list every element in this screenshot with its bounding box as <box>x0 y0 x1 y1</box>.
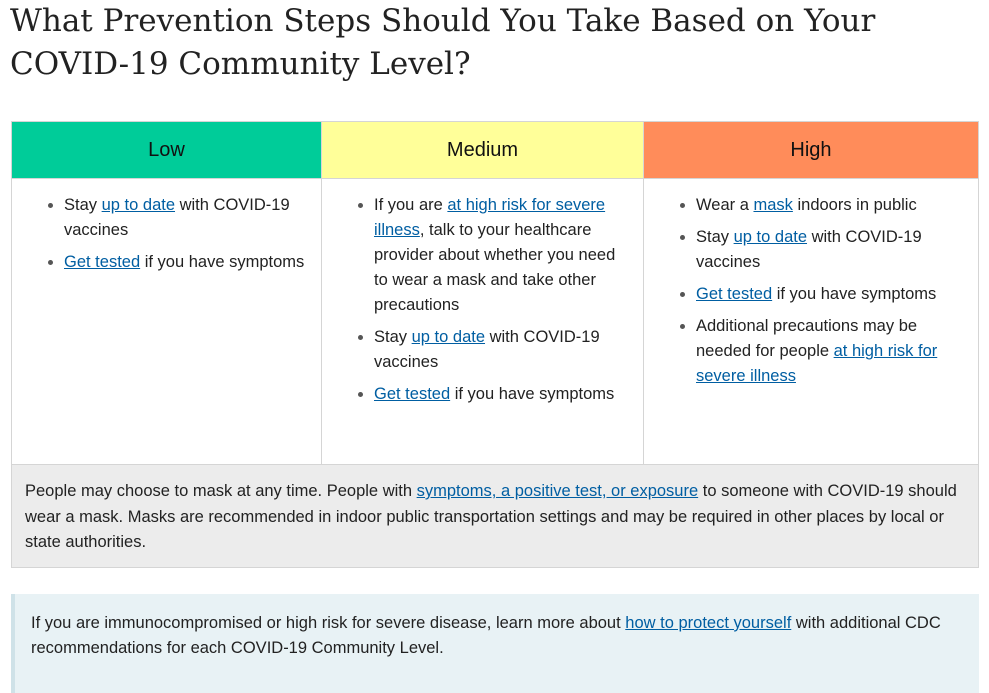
up-to-date-link[interactable]: up to date <box>101 196 176 214</box>
list-item: If you are at high risk for severe illne… <box>374 193 633 318</box>
medium-level-heading: Medium <box>322 122 643 179</box>
symptoms-test-exposure-link[interactable]: symptoms, a positive test, or exposure <box>416 482 699 500</box>
list-item: Stay up to date with COVID-19 vaccines <box>64 193 311 243</box>
list-item: Additional precautions may be needed for… <box>696 314 968 389</box>
up-to-date-link[interactable]: up to date <box>411 328 486 346</box>
high-risk-link[interactable]: at high risk for severe illness <box>374 196 606 239</box>
list-item: Stay up to date with COVID-19 vaccines <box>696 225 968 275</box>
get-tested-link[interactable]: Get tested <box>696 285 773 303</box>
low-level-column: Low Stay up to date with COVID-19 vaccin… <box>12 122 322 464</box>
get-tested-link[interactable]: Get tested <box>374 385 451 403</box>
list-item: Get tested if you have symptoms <box>64 250 311 275</box>
mask-link[interactable]: mask <box>753 196 793 214</box>
masking-note: People may choose to mask at any time. P… <box>12 464 978 567</box>
immunocompromised-callout: If you are immunocompromised or high ris… <box>11 594 979 693</box>
page-title: What Prevention Steps Should You Take Ba… <box>10 3 876 82</box>
high-level-column: High Wear a mask indoors in public Stay … <box>644 122 978 464</box>
up-to-date-link[interactable]: up to date <box>733 228 808 246</box>
list-item: Wear a mask indoors in public <box>696 193 968 218</box>
list-item: Get tested if you have symptoms <box>374 382 633 407</box>
list-item: Stay up to date with COVID-19 vaccines <box>374 325 633 375</box>
high-level-heading: High <box>644 122 978 179</box>
get-tested-link[interactable]: Get tested <box>64 253 141 271</box>
low-level-heading: Low <box>12 122 321 179</box>
medium-level-column: Medium If you are at high risk for sever… <box>322 122 644 464</box>
how-to-protect-yourself-link[interactable]: how to protect yourself <box>625 614 792 632</box>
list-item: Get tested if you have symptoms <box>696 282 968 307</box>
community-levels-table: Low Stay up to date with COVID-19 vaccin… <box>11 121 979 568</box>
high-risk-link[interactable]: at high risk for severe illness <box>696 342 938 385</box>
